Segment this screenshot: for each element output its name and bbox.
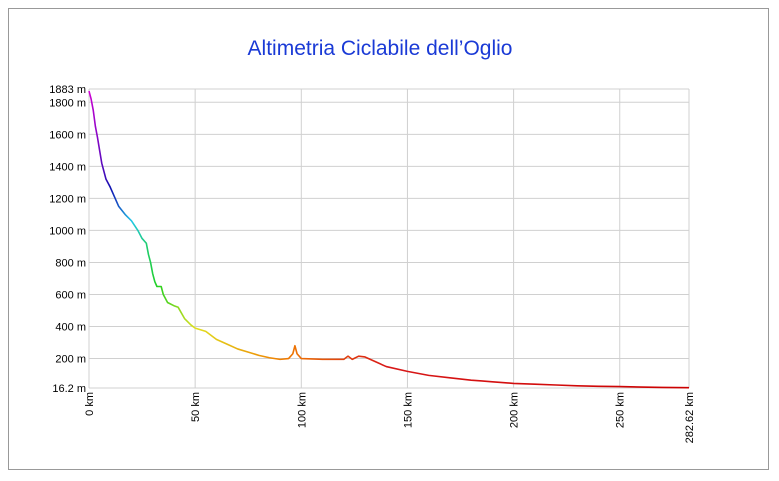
y-tick-label: 1800 m — [49, 97, 86, 109]
x-tick-label: 250 km — [615, 392, 627, 428]
y-tick-label: 16.2 m — [52, 383, 86, 395]
y-tick-label: 400 m — [55, 322, 86, 334]
x-tick-label: 282.62 km — [684, 392, 696, 443]
y-tick-label: 1200 m — [49, 193, 86, 205]
y-tick-label: 1600 m — [49, 129, 86, 141]
elevation-line — [88, 90, 690, 389]
y-tick-label: 800 m — [55, 257, 86, 269]
x-tick-label: 50 km — [190, 392, 202, 422]
x-tick-label: 150 km — [402, 392, 414, 428]
y-tick-label: 1000 m — [49, 225, 86, 237]
y-tick-label: 200 m — [55, 354, 86, 366]
x-tick-label: 0 km — [84, 392, 96, 416]
x-tick-label: 100 km — [296, 392, 308, 428]
y-tick-label: 1883 m — [49, 84, 86, 96]
x-tick-label: 200 km — [509, 392, 521, 428]
frame — [8, 8, 769, 470]
chart-title: Altimetria Ciclabile dell’Oglio — [248, 37, 513, 60]
y-tick-label: 600 m — [55, 289, 86, 301]
y-tick-label: 1400 m — [49, 161, 86, 173]
